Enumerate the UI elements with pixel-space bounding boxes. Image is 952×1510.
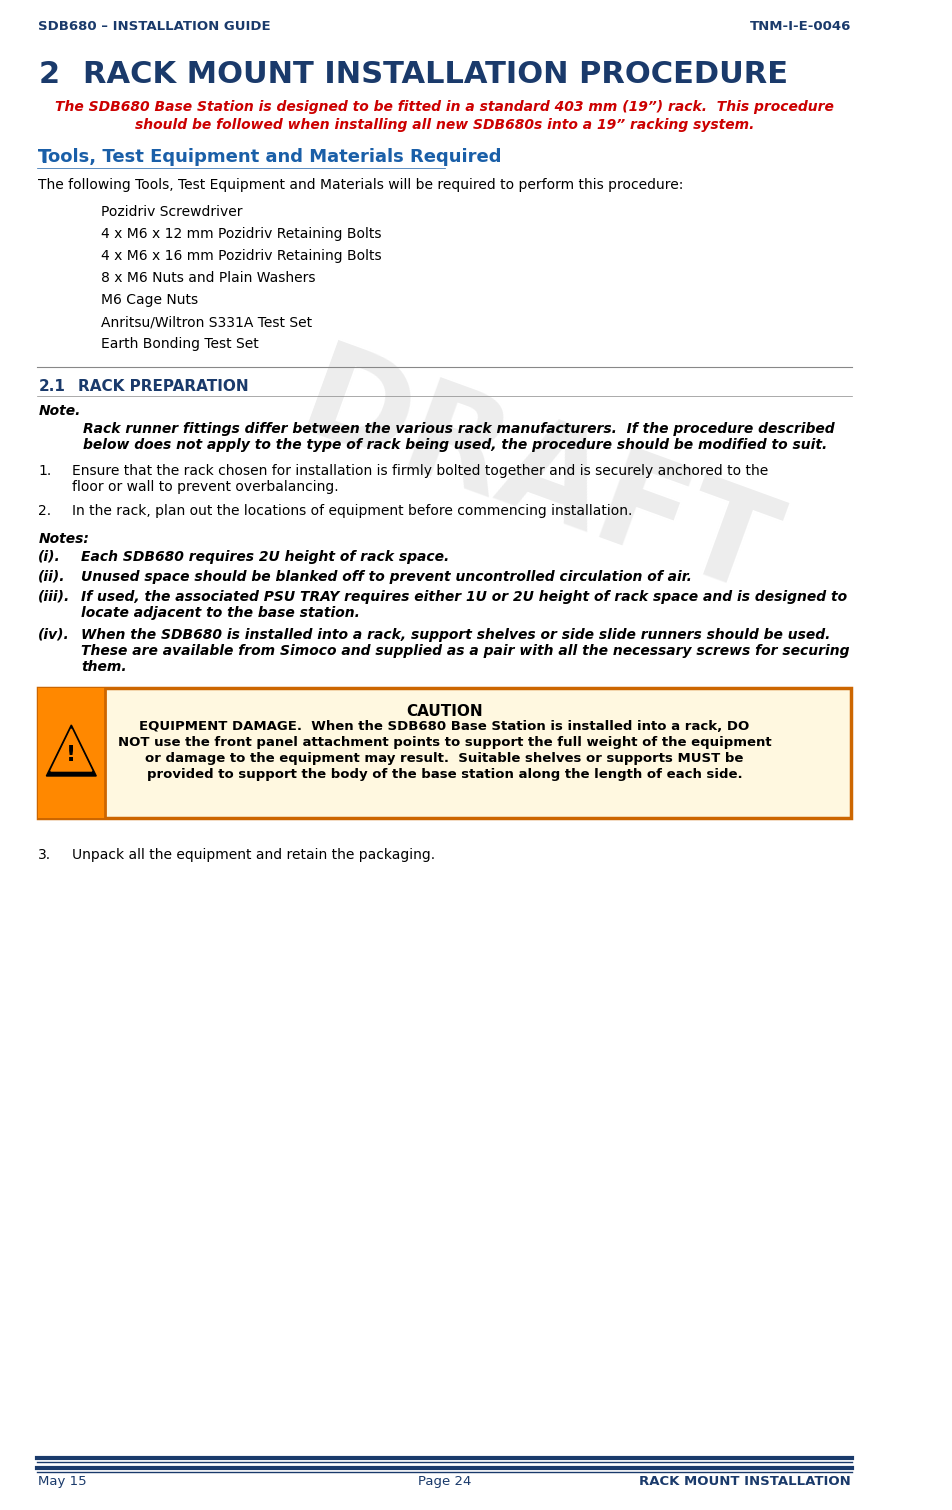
Text: Page 24: Page 24 (418, 1475, 471, 1487)
Text: Unpack all the equipment and retain the packaging.: Unpack all the equipment and retain the … (72, 849, 435, 862)
Text: 1.: 1. (38, 464, 51, 479)
Text: Tools, Test Equipment and Materials Required: Tools, Test Equipment and Materials Requ… (38, 148, 502, 166)
Text: When the SDB680 is installed into a rack, support shelves or side slide runners : When the SDB680 is installed into a rack… (81, 628, 830, 642)
Text: !: ! (67, 744, 76, 766)
Text: locate adjacent to the base station.: locate adjacent to the base station. (81, 606, 360, 621)
Text: Anritsu/Wiltron S331A Test Set: Anritsu/Wiltron S331A Test Set (101, 316, 312, 329)
Text: (ii).: (ii). (38, 569, 66, 584)
Text: Earth Bonding Test Set: Earth Bonding Test Set (101, 337, 258, 350)
Text: In the rack, plan out the locations of equipment before commencing installation.: In the rack, plan out the locations of e… (72, 504, 632, 518)
Text: provided to support the body of the base station along the length of each side.: provided to support the body of the base… (147, 769, 743, 781)
Text: Unused space should be blanked off to prevent uncontrolled circulation of air.: Unused space should be blanked off to pr… (81, 569, 692, 584)
Text: T: T (38, 148, 51, 168)
Text: May 15: May 15 (38, 1475, 87, 1487)
Polygon shape (47, 725, 96, 776)
Text: (iii).: (iii). (38, 590, 70, 604)
FancyBboxPatch shape (38, 689, 851, 818)
Text: Note.: Note. (38, 405, 81, 418)
Text: SDB680 – INSTALLATION GUIDE: SDB680 – INSTALLATION GUIDE (38, 20, 271, 33)
Text: Pozidriv Screwdriver: Pozidriv Screwdriver (101, 205, 242, 219)
Text: The SDB680 Base Station is designed to be fitted in a standard 403 mm (19”) rack: The SDB680 Base Station is designed to b… (55, 100, 834, 113)
Text: RACK PREPARATION: RACK PREPARATION (78, 379, 249, 394)
Text: NOT use the front panel attachment points to support the full weight of the equi: NOT use the front panel attachment point… (118, 735, 771, 749)
Text: Ensure that the rack chosen for installation is firmly bolted together and is se: Ensure that the rack chosen for installa… (72, 464, 768, 479)
Text: below does not apply to the type of rack being used, the procedure should be mod: below does not apply to the type of rack… (83, 438, 827, 451)
Text: 3.: 3. (38, 849, 51, 862)
Text: Notes:: Notes: (38, 532, 89, 547)
Text: These are available from Simoco and supplied as a pair with all the necessary sc: These are available from Simoco and supp… (81, 643, 849, 658)
Text: CAUTION: CAUTION (407, 704, 483, 719)
Text: 4 x M6 x 16 mm Pozidriv Retaining Bolts: 4 x M6 x 16 mm Pozidriv Retaining Bolts (101, 249, 382, 263)
Text: 2: 2 (38, 60, 59, 89)
Bar (38, 689, 105, 818)
Text: 2.: 2. (38, 504, 51, 518)
Text: Each SDB680 requires 2U height of rack space.: Each SDB680 requires 2U height of rack s… (81, 550, 449, 565)
Text: TNM-I-E-0046: TNM-I-E-0046 (749, 20, 851, 33)
Text: 2.1: 2.1 (38, 379, 66, 394)
Text: floor or wall to prevent overbalancing.: floor or wall to prevent overbalancing. (72, 480, 339, 494)
Text: M6 Cage Nuts: M6 Cage Nuts (101, 293, 198, 307)
Polygon shape (50, 729, 91, 772)
Text: or damage to the equipment may result.  Suitable shelves or supports MUST be: or damage to the equipment may result. S… (146, 752, 744, 766)
Text: 8 x M6 Nuts and Plain Washers: 8 x M6 Nuts and Plain Washers (101, 270, 315, 285)
Text: (i).: (i). (38, 550, 61, 565)
Text: should be followed when installing all new SDB680s into a 19” racking system.: should be followed when installing all n… (135, 118, 754, 131)
Text: The following Tools, Test Equipment and Materials will be required to perform th: The following Tools, Test Equipment and … (38, 178, 684, 192)
Text: Rack runner fittings differ between the various rack manufacturers.  If the proc: Rack runner fittings differ between the … (83, 421, 835, 436)
Text: 4 x M6 x 12 mm Pozidriv Retaining Bolts: 4 x M6 x 12 mm Pozidriv Retaining Bolts (101, 226, 381, 242)
Text: EQUIPMENT DAMAGE.  When the SDB680 Base Station is installed into a rack, DO: EQUIPMENT DAMAGE. When the SDB680 Base S… (139, 720, 749, 732)
Text: (iv).: (iv). (38, 628, 70, 642)
Text: RACK MOUNT INSTALLATION PROCEDURE: RACK MOUNT INSTALLATION PROCEDURE (83, 60, 788, 89)
Text: If used, the associated PSU TRAY requires either 1U or 2U height of rack space a: If used, the associated PSU TRAY require… (81, 590, 847, 604)
Text: DRAFT: DRAFT (284, 335, 791, 624)
Text: RACK MOUNT INSTALLATION: RACK MOUNT INSTALLATION (639, 1475, 851, 1487)
Text: them.: them. (81, 660, 127, 673)
